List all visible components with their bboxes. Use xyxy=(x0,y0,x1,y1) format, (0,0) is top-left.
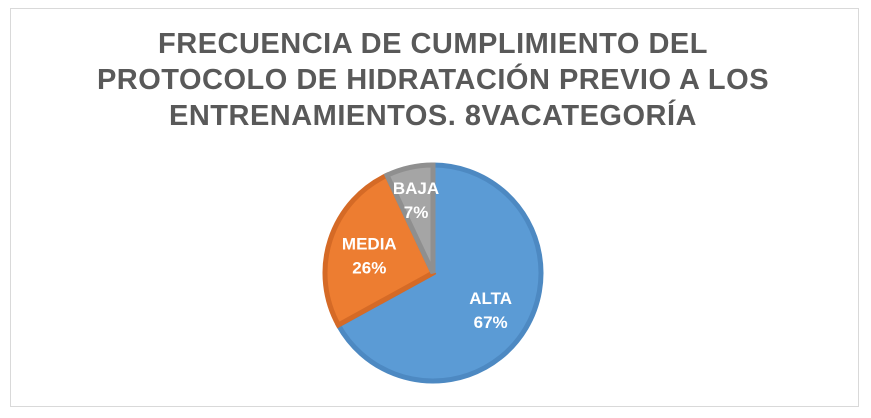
data-label-pct-baja: 7% xyxy=(404,203,429,222)
data-label-baja: BAJA xyxy=(393,179,439,198)
pie-slice-media xyxy=(322,171,437,329)
chart-title-line-2: PROTOCOLO DE HIDRATACIÓN PREVIO A LOS xyxy=(96,64,770,96)
chart-area xyxy=(10,8,859,407)
data-label-alta: ALTA xyxy=(469,289,512,308)
pie-slice-baja xyxy=(383,162,436,275)
pie-slice-alta xyxy=(334,162,544,384)
chart-title: FRECUENCIA DE CUMPLIMIENTO DEL PROTOCOLO… xyxy=(0,26,866,134)
data-label-pct-alta: 67% xyxy=(474,313,508,332)
chart-title-line-3: ENTRENAMIENTOS. 8VACATEGORÍA xyxy=(169,100,697,132)
chart-title-line-1: FRECUENCIA DE CUMPLIMIENTO DEL xyxy=(158,28,708,60)
data-label-media: MEDIA xyxy=(342,234,397,253)
data-label-pct-media: 26% xyxy=(352,258,386,277)
